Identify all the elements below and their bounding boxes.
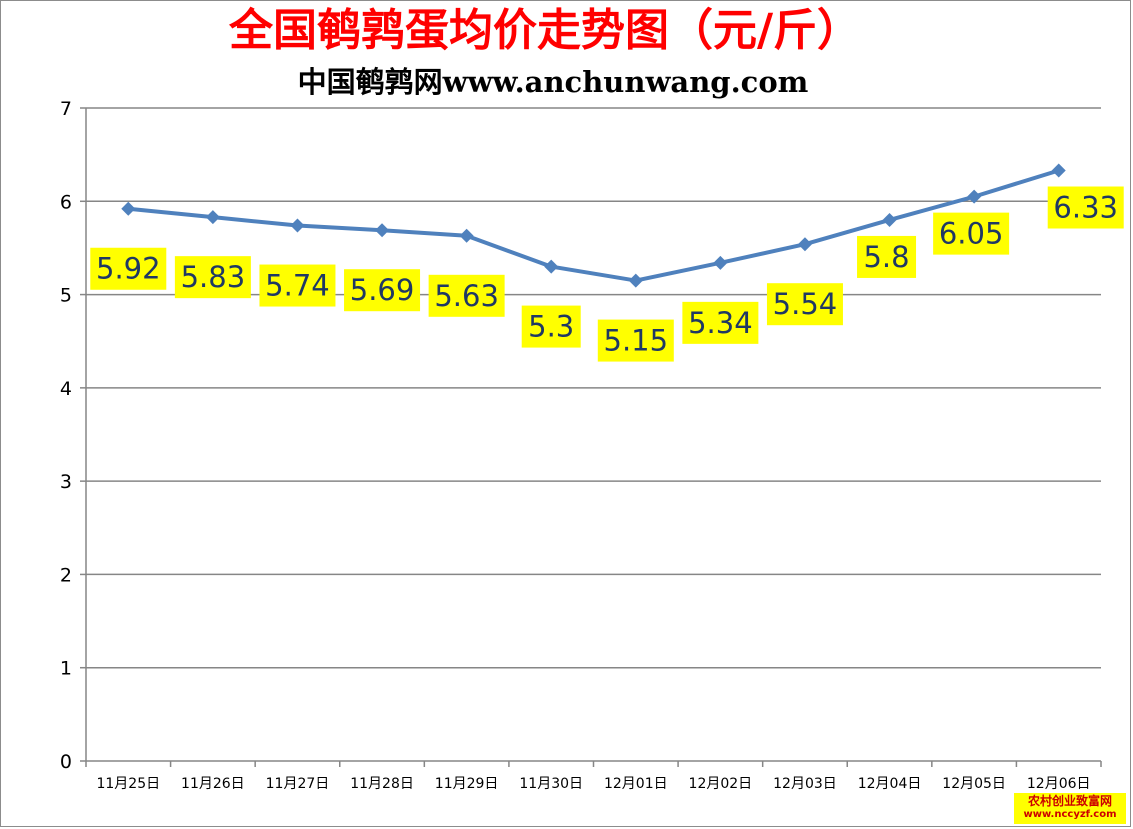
data-label: 5.83	[181, 260, 246, 294]
watermark-line1: 农村创业致富网	[1027, 794, 1112, 808]
x-tick-label: 12月02日	[689, 776, 753, 792]
data-point-marker	[375, 223, 390, 238]
data-label-bg	[766, 283, 843, 326]
gridlines	[86, 107, 1101, 669]
data-label: 5.34	[688, 306, 753, 340]
y-tick-label: 5	[60, 285, 72, 307]
data-point-marker	[1051, 163, 1066, 178]
x-tick-label: 11月30日	[519, 776, 583, 792]
data-label: 5.54	[773, 287, 838, 321]
x-tick-label: 11月25日	[96, 776, 160, 792]
data-label-bg	[682, 301, 759, 344]
x-tick-label: 11月27日	[266, 776, 330, 792]
data-labels: 5.92 5.83 5.74 5.69 5.63 5.3 5.15 5.34 5.54 5.8 6.…	[90, 186, 1124, 362]
data-label: 5.8	[863, 240, 909, 274]
data-label-bg	[933, 212, 1010, 255]
data-point-marker	[713, 255, 728, 270]
x-tick-label: 12月04日	[858, 776, 922, 792]
data-label: 5.69	[350, 273, 415, 307]
data-label-bg	[1047, 186, 1124, 229]
data-point-marker	[967, 189, 982, 204]
x-tick-label: 12月06日	[1027, 776, 1091, 792]
y-tick-label: 6	[60, 191, 72, 213]
y-tick-label: 0	[60, 751, 72, 773]
data-markers	[121, 163, 1066, 288]
y-tick-label: 1	[60, 658, 72, 680]
y-tick-label: 2	[60, 564, 72, 586]
data-label-bg	[90, 247, 167, 290]
data-point-marker	[459, 228, 474, 243]
data-label-bg	[597, 319, 674, 362]
data-point-marker	[882, 212, 897, 227]
data-label: 6.33	[1053, 191, 1118, 225]
data-point-marker	[628, 273, 643, 288]
data-label-bg	[428, 274, 505, 317]
y-tick-label: 4	[60, 378, 72, 400]
axes: 0 1 2 3 4 5 6 7 11月25日 11月26日 11月27日 11月28日 11月29日 11…	[60, 98, 1102, 792]
data-point-marker	[121, 201, 136, 216]
y-tick-label: 3	[60, 471, 72, 493]
data-label-bg	[174, 256, 251, 299]
data-label-bg	[521, 305, 581, 348]
data-label-bg	[857, 235, 917, 278]
y-tick-label: 7	[60, 98, 72, 120]
data-label: 5.63	[434, 279, 499, 313]
series-line	[128, 168, 1060, 283]
data-label: 5.92	[96, 252, 161, 286]
data-label: 6.05	[939, 217, 1004, 251]
data-point-marker	[205, 210, 220, 225]
chart-title: 全国鹌鹑蛋均价走势图（元/斤）	[228, 5, 862, 56]
data-label-bg	[344, 269, 421, 312]
data-point-marker	[797, 237, 812, 252]
x-tick-label: 12月05日	[942, 776, 1006, 792]
chart-subtitle: 中国鹌鹑网www.anchunwang.com	[297, 65, 809, 99]
data-label: 5.3	[528, 310, 574, 344]
x-tick-label: 11月26日	[181, 776, 245, 792]
data-label: 5.74	[265, 269, 330, 303]
x-tick-label: 12月01日	[604, 776, 668, 792]
series-line-layer	[128, 168, 1060, 283]
data-point-marker	[290, 218, 305, 233]
watermark-line2: www.nccyzf.com	[1023, 809, 1117, 820]
x-tick-label: 11月28日	[350, 776, 414, 792]
watermark-badge: 农村创业致富网 www.nccyzf.com	[1014, 793, 1126, 824]
data-label-bg	[259, 264, 336, 307]
x-tick-label: 12月03日	[773, 776, 837, 792]
data-label: 5.15	[604, 324, 669, 358]
x-tick-label: 11月29日	[435, 776, 499, 792]
data-point-marker	[544, 259, 559, 274]
